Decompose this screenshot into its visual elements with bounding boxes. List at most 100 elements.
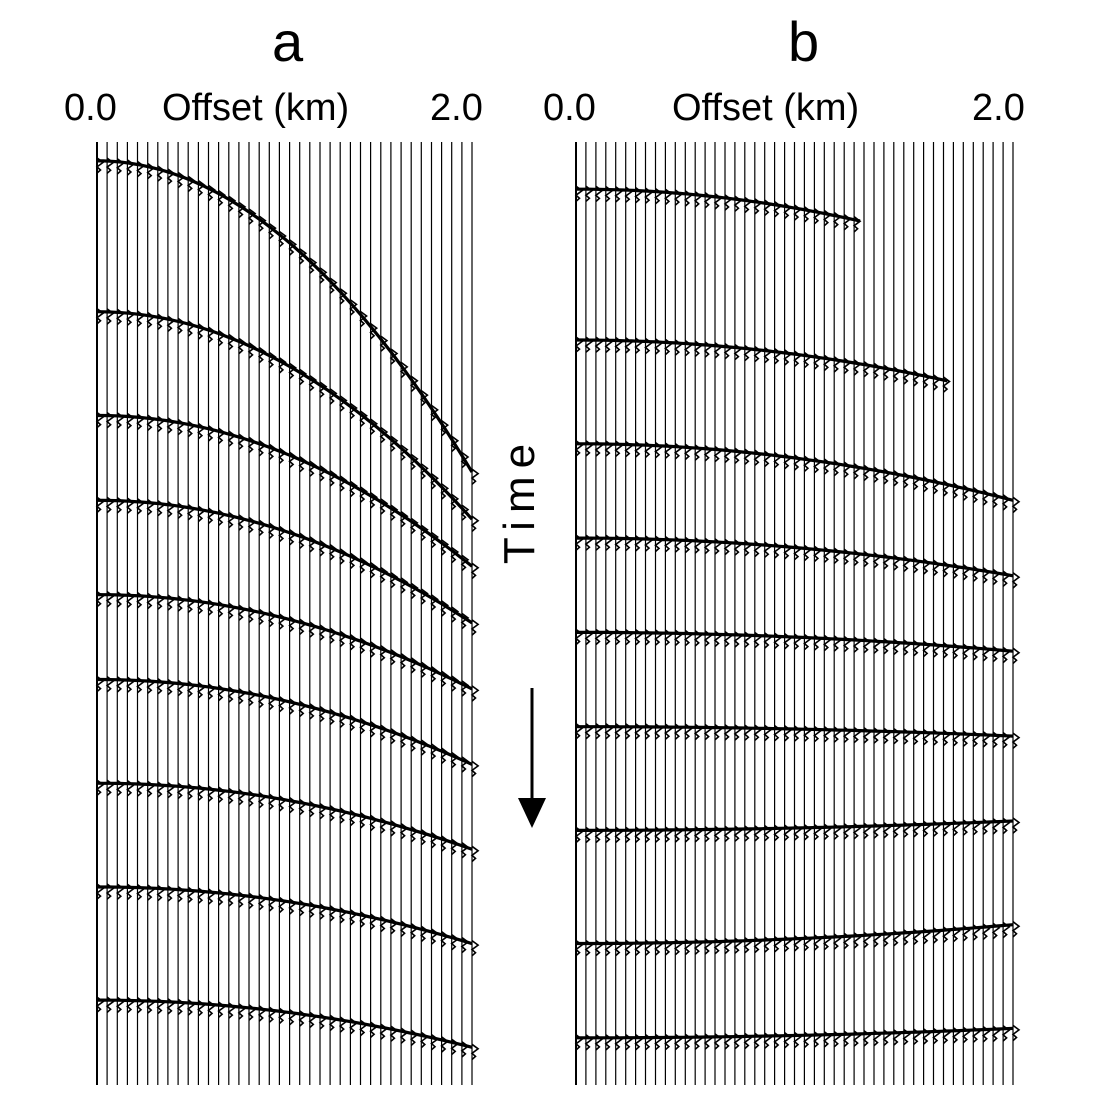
reflection-event (97, 998, 473, 1049)
trace-wavelet (288, 239, 298, 256)
trace-wavelet (399, 361, 409, 379)
trace-wavelet (1011, 732, 1021, 749)
trace-wavelet (470, 1043, 480, 1061)
trace-wavelet (359, 410, 368, 427)
panel-a-offset-label: Offset (km) (162, 87, 350, 129)
panel-a-offset-min: 0.0 (64, 87, 117, 129)
trace-wavelet (460, 612, 470, 630)
trace-wavelet (430, 473, 439, 490)
reflection-event (576, 338, 948, 383)
trace-wavelet (207, 184, 216, 202)
trace-wavelet (349, 552, 358, 570)
trace-wavelet (268, 351, 277, 369)
trace-wavelet (318, 267, 328, 284)
trace-wavelet (359, 557, 368, 574)
trace-wavelet (389, 348, 399, 365)
panel-b-offset-max: 2.0 (972, 87, 1025, 129)
reflection-event (576, 923, 1014, 946)
trace-wavelet (430, 531, 439, 549)
trace-wavelet (308, 374, 318, 392)
trace-wavelet (450, 435, 460, 453)
trace-wavelet (470, 562, 480, 580)
panel-a-gather (95, 142, 480, 1085)
trace-wavelet (338, 475, 348, 492)
trace-wavelet (470, 760, 480, 778)
trace-wavelet (470, 845, 480, 863)
trace-wavelet (338, 288, 348, 305)
trace-wavelet (257, 346, 267, 364)
trace-wavelet (379, 498, 389, 515)
trace-wavelet (359, 310, 368, 328)
trace-wavelet (470, 468, 480, 485)
trace-wavelet (399, 577, 409, 594)
trace-wavelet (460, 451, 470, 469)
reflection-event (96, 593, 473, 691)
panel-a-offset-max: 2.0 (430, 87, 483, 129)
reflection-event (97, 159, 474, 473)
trace-wavelet (430, 666, 439, 683)
trace-wavelet (328, 470, 338, 487)
trace-wavelet (460, 554, 470, 572)
trace-wavelet (298, 248, 308, 265)
trace-wavelet (440, 419, 450, 437)
trace-wavelet (420, 389, 429, 407)
trace-wavelet (379, 335, 389, 352)
reflection-event (576, 536, 1014, 578)
reflection-event (576, 1026, 1014, 1040)
reflection-event (96, 781, 473, 851)
trace-wavelet (450, 546, 460, 564)
trace-wavelet (349, 480, 358, 498)
trace-wavelet (197, 179, 206, 197)
trace-wavelet (308, 257, 318, 274)
trace-wavelet (389, 571, 399, 589)
trace-wavelet (1011, 921, 1021, 938)
trace-wavelet (460, 504, 470, 521)
trace-wavelet (420, 588, 429, 605)
trace-wavelet (257, 215, 267, 232)
trace-wavelet (470, 515, 480, 532)
trace-wavelet (288, 362, 298, 380)
trace-wavelet (460, 680, 470, 697)
reflection-event (96, 310, 474, 521)
trace-wavelet (409, 657, 419, 674)
trace-wavelet (369, 561, 379, 579)
reflection-event (576, 725, 1014, 738)
trace-wavelet (399, 444, 409, 461)
trace-wavelet (227, 195, 237, 213)
panel-a-letter: a (272, 10, 304, 73)
trace-wavelet (338, 395, 348, 412)
reflection-event (97, 677, 473, 766)
trace-wavelet (430, 594, 439, 611)
trace-wavelet (328, 388, 338, 405)
trace-wavelet (440, 483, 450, 500)
trace-wavelet (1011, 647, 1021, 664)
panel-b-gather (574, 142, 1021, 1085)
trace-wavelet (349, 299, 358, 316)
reflection-event (576, 630, 1014, 653)
panel-b-offset-min: 0.0 (543, 87, 596, 129)
reflection-event (576, 442, 1014, 502)
trace-wavelet (470, 619, 480, 636)
trace-wavelet (1011, 496, 1021, 514)
trace-wavelet (247, 208, 257, 225)
trace-wavelet (328, 277, 338, 294)
trace-wavelet (318, 381, 328, 398)
trace-wavelet (460, 756, 470, 773)
trace-wavelet (369, 418, 379, 435)
trace-wavelet (247, 342, 257, 359)
trace-wavelet (470, 939, 480, 957)
trace-wavelet (440, 600, 450, 617)
trace-wavelet (399, 511, 409, 528)
panel-b-offset-label: Offset (km) (672, 87, 860, 129)
panel-b-letter: b (788, 10, 820, 73)
trace-wavelet (349, 402, 358, 420)
trace-wavelet (369, 492, 379, 509)
trace-wavelet (430, 404, 439, 422)
time-arrow (518, 688, 546, 828)
reflection-event (576, 819, 1014, 832)
trace-wavelet (369, 322, 379, 340)
trace-wavelet (470, 685, 480, 702)
trace-wavelet (237, 201, 247, 219)
time-arrow-head (518, 798, 546, 828)
